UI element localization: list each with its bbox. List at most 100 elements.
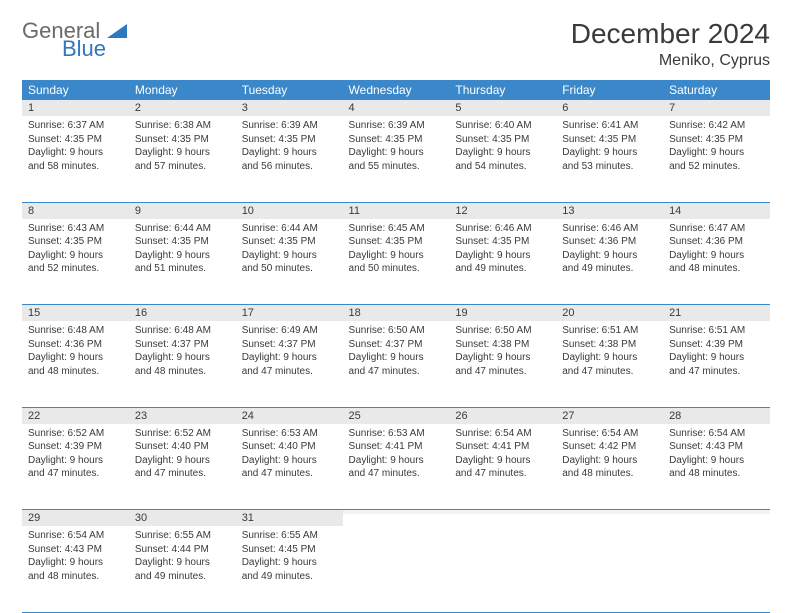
day-number: 26 <box>449 408 556 424</box>
day-d1: Daylight: 9 hours <box>562 146 657 160</box>
day-d2: and 53 minutes. <box>562 160 657 174</box>
day-d2: and 47 minutes. <box>135 467 230 481</box>
day-details: Sunrise: 6:48 AMSunset: 4:37 PMDaylight:… <box>129 321 236 384</box>
day-d1: Daylight: 9 hours <box>242 351 337 365</box>
day-d2: and 49 minutes. <box>242 570 337 584</box>
day-ss: Sunset: 4:35 PM <box>349 235 444 249</box>
day-number: 20 <box>556 305 663 321</box>
week-row: Sunrise: 6:52 AMSunset: 4:39 PMDaylight:… <box>22 424 770 510</box>
day-d2: and 49 minutes. <box>135 570 230 584</box>
title-block: December 2024 Meniko, Cyprus <box>571 18 770 70</box>
day-d1: Daylight: 9 hours <box>135 351 230 365</box>
day-details: Sunrise: 6:53 AMSunset: 4:40 PMDaylight:… <box>236 424 343 487</box>
logo-text-blue: Blue <box>62 36 106 62</box>
day-details: Sunrise: 6:40 AMSunset: 4:35 PMDaylight:… <box>449 116 556 179</box>
day-cell: Sunrise: 6:39 AMSunset: 4:35 PMDaylight:… <box>343 116 450 202</box>
day-sr: Sunrise: 6:44 AM <box>242 222 337 236</box>
day-number: 4 <box>343 100 450 116</box>
day-sr: Sunrise: 6:39 AM <box>242 119 337 133</box>
day-number: 23 <box>129 408 236 424</box>
day-details: Sunrise: 6:54 AMSunset: 4:42 PMDaylight:… <box>556 424 663 487</box>
day-d2: and 52 minutes. <box>669 160 764 174</box>
day-sr: Sunrise: 6:52 AM <box>135 427 230 441</box>
day-details: Sunrise: 6:53 AMSunset: 4:41 PMDaylight:… <box>343 424 450 487</box>
day-d1: Daylight: 9 hours <box>135 146 230 160</box>
day-cell: Sunrise: 6:37 AMSunset: 4:35 PMDaylight:… <box>22 116 129 202</box>
day-sr: Sunrise: 6:51 AM <box>562 324 657 338</box>
day-cell: Sunrise: 6:55 AMSunset: 4:45 PMDaylight:… <box>236 526 343 612</box>
day-number: 28 <box>663 408 770 424</box>
day-cell: Sunrise: 6:48 AMSunset: 4:37 PMDaylight:… <box>129 321 236 407</box>
day-ss: Sunset: 4:39 PM <box>28 440 123 454</box>
day-details: Sunrise: 6:44 AMSunset: 4:35 PMDaylight:… <box>129 219 236 282</box>
day-d1: Daylight: 9 hours <box>28 351 123 365</box>
day-d2: and 47 minutes. <box>562 365 657 379</box>
day-details: Sunrise: 6:39 AMSunset: 4:35 PMDaylight:… <box>343 116 450 179</box>
day-sr: Sunrise: 6:55 AM <box>242 529 337 543</box>
day-details: Sunrise: 6:51 AMSunset: 4:38 PMDaylight:… <box>556 321 663 384</box>
day-d2: and 47 minutes. <box>349 365 444 379</box>
day-d2: and 50 minutes. <box>349 262 444 276</box>
week-row: Sunrise: 6:43 AMSunset: 4:35 PMDaylight:… <box>22 219 770 305</box>
day-d1: Daylight: 9 hours <box>455 249 550 263</box>
day-details: Sunrise: 6:41 AMSunset: 4:35 PMDaylight:… <box>556 116 663 179</box>
week-row: Sunrise: 6:37 AMSunset: 4:35 PMDaylight:… <box>22 116 770 202</box>
day-d2: and 56 minutes. <box>242 160 337 174</box>
day-cell <box>556 526 663 612</box>
day-d1: Daylight: 9 hours <box>28 146 123 160</box>
day-cell: Sunrise: 6:51 AMSunset: 4:39 PMDaylight:… <box>663 321 770 407</box>
day-cell <box>663 526 770 612</box>
day-ss: Sunset: 4:35 PM <box>455 235 550 249</box>
day-sr: Sunrise: 6:48 AM <box>28 324 123 338</box>
day-number: 8 <box>22 203 129 219</box>
daynum-row: 1234567 <box>22 100 770 116</box>
day-details: Sunrise: 6:44 AMSunset: 4:35 PMDaylight:… <box>236 219 343 282</box>
day-cell <box>449 526 556 612</box>
weekday-header: Thursday <box>449 80 556 100</box>
day-cell: Sunrise: 6:54 AMSunset: 4:43 PMDaylight:… <box>663 424 770 510</box>
day-number: 10 <box>236 203 343 219</box>
day-d2: and 47 minutes. <box>242 365 337 379</box>
day-ss: Sunset: 4:43 PM <box>669 440 764 454</box>
day-number: 30 <box>129 510 236 526</box>
day-sr: Sunrise: 6:43 AM <box>28 222 123 236</box>
day-ss: Sunset: 4:35 PM <box>455 133 550 147</box>
day-d1: Daylight: 9 hours <box>349 454 444 468</box>
weekday-header-row: Sunday Monday Tuesday Wednesday Thursday… <box>22 80 770 100</box>
day-cell: Sunrise: 6:45 AMSunset: 4:35 PMDaylight:… <box>343 219 450 305</box>
day-d1: Daylight: 9 hours <box>562 249 657 263</box>
day-ss: Sunset: 4:35 PM <box>28 133 123 147</box>
day-d1: Daylight: 9 hours <box>562 454 657 468</box>
day-cell: Sunrise: 6:47 AMSunset: 4:36 PMDaylight:… <box>663 219 770 305</box>
day-d2: and 47 minutes. <box>455 467 550 481</box>
weekday-header: Saturday <box>663 80 770 100</box>
header: General Blue December 2024 Meniko, Cypru… <box>22 18 770 70</box>
day-d1: Daylight: 9 hours <box>455 146 550 160</box>
day-d1: Daylight: 9 hours <box>28 249 123 263</box>
day-number: 16 <box>129 305 236 321</box>
day-ss: Sunset: 4:37 PM <box>349 338 444 352</box>
day-details: Sunrise: 6:54 AMSunset: 4:43 PMDaylight:… <box>22 526 129 589</box>
day-d1: Daylight: 9 hours <box>28 454 123 468</box>
day-cell: Sunrise: 6:52 AMSunset: 4:40 PMDaylight:… <box>129 424 236 510</box>
day-number: 9 <box>129 203 236 219</box>
day-number: 21 <box>663 305 770 321</box>
weekday-header: Monday <box>129 80 236 100</box>
day-d2: and 50 minutes. <box>242 262 337 276</box>
day-number <box>663 510 770 514</box>
day-cell: Sunrise: 6:53 AMSunset: 4:41 PMDaylight:… <box>343 424 450 510</box>
day-ss: Sunset: 4:36 PM <box>28 338 123 352</box>
day-number: 29 <box>22 510 129 526</box>
day-cell: Sunrise: 6:43 AMSunset: 4:35 PMDaylight:… <box>22 219 129 305</box>
day-d1: Daylight: 9 hours <box>135 556 230 570</box>
day-number: 25 <box>343 408 450 424</box>
day-d2: and 48 minutes. <box>669 467 764 481</box>
day-d1: Daylight: 9 hours <box>135 454 230 468</box>
day-ss: Sunset: 4:35 PM <box>242 235 337 249</box>
day-d1: Daylight: 9 hours <box>669 454 764 468</box>
day-ss: Sunset: 4:38 PM <box>562 338 657 352</box>
page-title: December 2024 <box>571 18 770 50</box>
day-sr: Sunrise: 6:54 AM <box>562 427 657 441</box>
day-cell <box>343 526 450 612</box>
day-ss: Sunset: 4:40 PM <box>242 440 337 454</box>
